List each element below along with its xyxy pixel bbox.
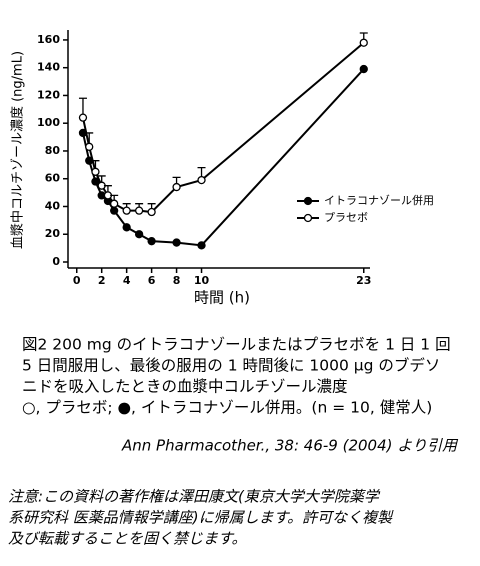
data-point: [91, 167, 100, 176]
caption-line: 図2 200 mg のイトラコナゾールまたはプラセボを 1 日 1 回: [22, 336, 451, 354]
y-tick-label: 120: [37, 88, 60, 101]
data-point: [122, 223, 131, 232]
data-point: [78, 113, 88, 122]
x-tick-label: 6: [148, 274, 156, 287]
x-tick-label: 4: [123, 274, 131, 287]
y-axis-label: 血漿中コルチゾール濃度 (ng/mL): [10, 51, 26, 249]
legend-label: イトラコナゾール併用: [324, 193, 434, 207]
citation: Ann Pharmacother., 38: 46-9 (2004) より引用: [121, 437, 459, 455]
data-point: [197, 241, 206, 250]
note-line: 注意:この資料の著作権は澤田康文(東京大学大学院薬学: [8, 488, 381, 506]
data-point: [359, 64, 368, 74]
y-tick-label: 80: [45, 144, 61, 157]
x-tick-label: 0: [73, 274, 81, 287]
y-tick-label: 100: [37, 116, 60, 129]
legend-marker: [303, 196, 313, 206]
data-point: [134, 230, 144, 239]
x-axis-label: 時間 (h): [194, 289, 250, 307]
data-point: [85, 142, 94, 151]
y-tick-label: 20: [45, 227, 61, 240]
y-tick-label: 160: [37, 33, 60, 46]
series-line: [81, 68, 365, 247]
legend-marker: [303, 213, 313, 223]
note-line: 及び転載することを固く禁じます。: [8, 530, 247, 548]
x-tick-label: 10: [194, 274, 210, 287]
caption-line: 5 日間服用し、最後の服用の 1 時間後に 1000 μg のブデソ: [22, 356, 440, 375]
series-line: [81, 41, 365, 214]
data-point: [122, 206, 131, 215]
y-tick-label: 40: [45, 199, 61, 212]
x-tick-label: 23: [356, 274, 371, 287]
y-tick-label: 60: [45, 172, 61, 185]
caption-line: ○, プラセボ; ●, イトラコナゾール併用。(n = 10, 健常人): [22, 399, 432, 417]
data-point: [197, 175, 206, 185]
data-point: [147, 207, 156, 217]
data-point: [147, 237, 156, 246]
note-line: 系研究科 医薬品情報学講座)に帰属します。許可なく複製: [8, 509, 394, 527]
data-point: [172, 238, 181, 247]
y-tick-label: 0: [52, 255, 60, 268]
x-tick-label: 8: [173, 274, 181, 287]
data-point: [134, 206, 144, 215]
legend-label: プラセボ: [324, 211, 368, 224]
data-point: [172, 182, 181, 192]
y-tick-label: 140: [37, 61, 60, 74]
data-point: [110, 206, 119, 215]
data-point: [359, 38, 368, 47]
x-tick-label: 2: [98, 274, 106, 287]
data-point: [110, 199, 119, 208]
caption-line: ニドを吸入したときの血漿中コルチゾール濃度: [22, 378, 348, 396]
